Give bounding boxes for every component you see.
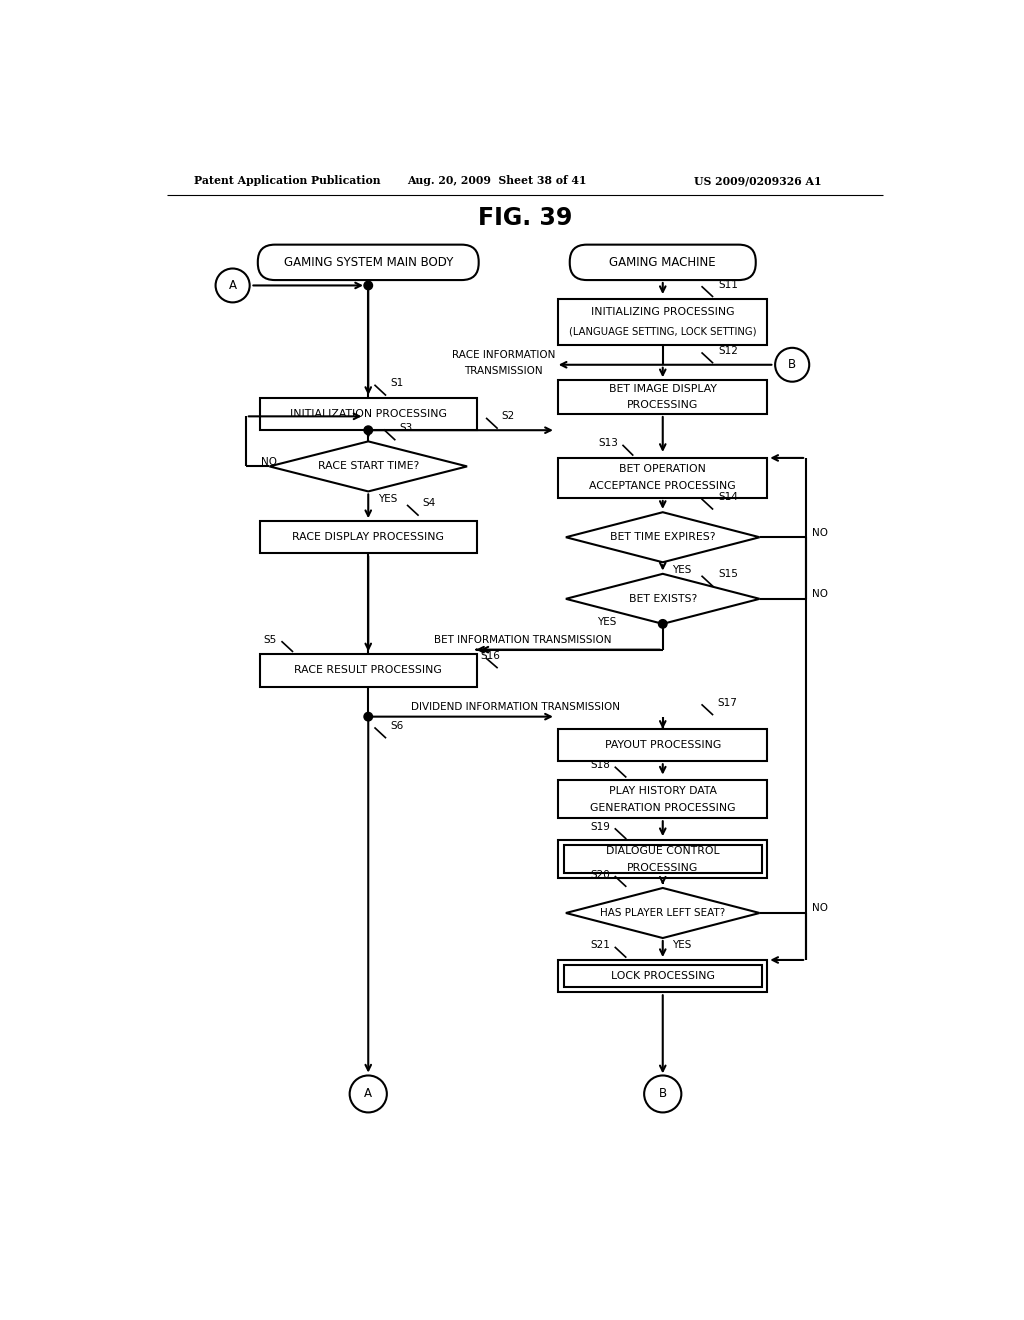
Text: YES: YES (597, 616, 616, 627)
Text: S13: S13 (598, 437, 617, 447)
FancyBboxPatch shape (260, 655, 477, 686)
FancyBboxPatch shape (569, 244, 756, 280)
Text: DIALOGUE CONTROL: DIALOGUE CONTROL (606, 846, 720, 855)
Text: NO: NO (812, 589, 828, 599)
FancyBboxPatch shape (558, 960, 767, 993)
Text: S19: S19 (590, 822, 610, 832)
Circle shape (364, 713, 373, 721)
Text: S16: S16 (480, 651, 501, 661)
FancyBboxPatch shape (260, 521, 477, 553)
Circle shape (349, 1076, 387, 1113)
Text: GAMING MACHINE: GAMING MACHINE (609, 256, 716, 269)
Text: PAYOUT PROCESSING: PAYOUT PROCESSING (604, 741, 721, 750)
Text: NO: NO (261, 457, 278, 467)
Circle shape (658, 619, 667, 628)
Text: PLAY HISTORY DATA: PLAY HISTORY DATA (608, 785, 717, 796)
Text: ACCEPTANCE PROCESSING: ACCEPTANCE PROCESSING (590, 482, 736, 491)
Text: BET INFORMATION TRANSMISSION: BET INFORMATION TRANSMISSION (434, 635, 612, 644)
FancyBboxPatch shape (558, 298, 767, 345)
Text: GAMING SYSTEM MAIN BODY: GAMING SYSTEM MAIN BODY (284, 256, 453, 269)
FancyBboxPatch shape (558, 729, 767, 762)
Text: S15: S15 (719, 569, 738, 579)
Text: S20: S20 (590, 870, 610, 879)
Text: B: B (788, 358, 797, 371)
Text: S2: S2 (502, 412, 515, 421)
Text: INITIALIZING PROCESSING: INITIALIZING PROCESSING (591, 306, 734, 317)
Text: PROCESSING: PROCESSING (627, 862, 698, 873)
Text: A: A (228, 279, 237, 292)
FancyBboxPatch shape (558, 840, 767, 878)
Text: RACE START TIME?: RACE START TIME? (317, 462, 419, 471)
Text: PROCESSING: PROCESSING (627, 400, 698, 409)
Text: Aug. 20, 2009  Sheet 38 of 41: Aug. 20, 2009 Sheet 38 of 41 (407, 176, 587, 186)
Text: S3: S3 (399, 422, 413, 433)
Text: LOCK PROCESSING: LOCK PROCESSING (610, 972, 715, 981)
Polygon shape (566, 512, 760, 562)
Circle shape (364, 281, 373, 289)
Text: TRANSMISSION: TRANSMISSION (465, 366, 543, 376)
FancyBboxPatch shape (558, 380, 767, 414)
Text: DIVIDEND INFORMATION TRANSMISSION: DIVIDEND INFORMATION TRANSMISSION (411, 702, 620, 711)
Text: (LANGUAGE SETTING, LOCK SETTING): (LANGUAGE SETTING, LOCK SETTING) (569, 326, 757, 337)
Text: S17: S17 (717, 698, 737, 708)
FancyBboxPatch shape (260, 397, 477, 430)
Text: YES: YES (672, 940, 691, 950)
Text: INITIALIZATION PROCESSING: INITIALIZATION PROCESSING (290, 409, 446, 418)
FancyBboxPatch shape (558, 458, 767, 498)
Text: BET IMAGE DISPLAY: BET IMAGE DISPLAY (609, 384, 717, 395)
Text: RACE DISPLAY PROCESSING: RACE DISPLAY PROCESSING (292, 532, 444, 543)
Text: S1: S1 (390, 379, 403, 388)
FancyBboxPatch shape (258, 244, 478, 280)
Polygon shape (269, 441, 467, 491)
Text: A: A (365, 1088, 373, 1101)
FancyBboxPatch shape (563, 965, 762, 987)
Text: S6: S6 (390, 721, 403, 731)
Text: GENERATION PROCESSING: GENERATION PROCESSING (590, 803, 735, 813)
Text: YES: YES (672, 565, 691, 574)
Polygon shape (566, 574, 760, 624)
Circle shape (364, 426, 373, 434)
Text: S12: S12 (719, 346, 738, 356)
FancyBboxPatch shape (558, 780, 767, 818)
Circle shape (775, 348, 809, 381)
Text: BET TIME EXPIRES?: BET TIME EXPIRES? (610, 532, 716, 543)
Text: BET EXISTS?: BET EXISTS? (629, 594, 697, 603)
Text: S4: S4 (423, 499, 436, 508)
Text: FIG. 39: FIG. 39 (477, 206, 572, 231)
Text: RACE RESULT PROCESSING: RACE RESULT PROCESSING (294, 665, 442, 676)
Text: NO: NO (812, 528, 828, 537)
Text: S18: S18 (590, 760, 610, 770)
Text: US 2009/0209326 A1: US 2009/0209326 A1 (693, 176, 821, 186)
Text: Patent Application Publication: Patent Application Publication (194, 176, 380, 186)
Text: S11: S11 (719, 280, 738, 289)
Text: S21: S21 (590, 940, 610, 950)
Text: NO: NO (812, 903, 828, 913)
Text: BET OPERATION: BET OPERATION (620, 465, 707, 474)
Text: S5: S5 (263, 635, 276, 644)
Polygon shape (566, 888, 760, 939)
Circle shape (216, 268, 250, 302)
Text: HAS PLAYER LEFT SEAT?: HAS PLAYER LEFT SEAT? (600, 908, 725, 917)
FancyBboxPatch shape (563, 845, 762, 873)
Text: RACE INFORMATION: RACE INFORMATION (453, 350, 556, 360)
Text: B: B (658, 1088, 667, 1101)
Circle shape (644, 1076, 681, 1113)
Text: S14: S14 (719, 492, 738, 502)
Text: YES: YES (378, 494, 397, 504)
